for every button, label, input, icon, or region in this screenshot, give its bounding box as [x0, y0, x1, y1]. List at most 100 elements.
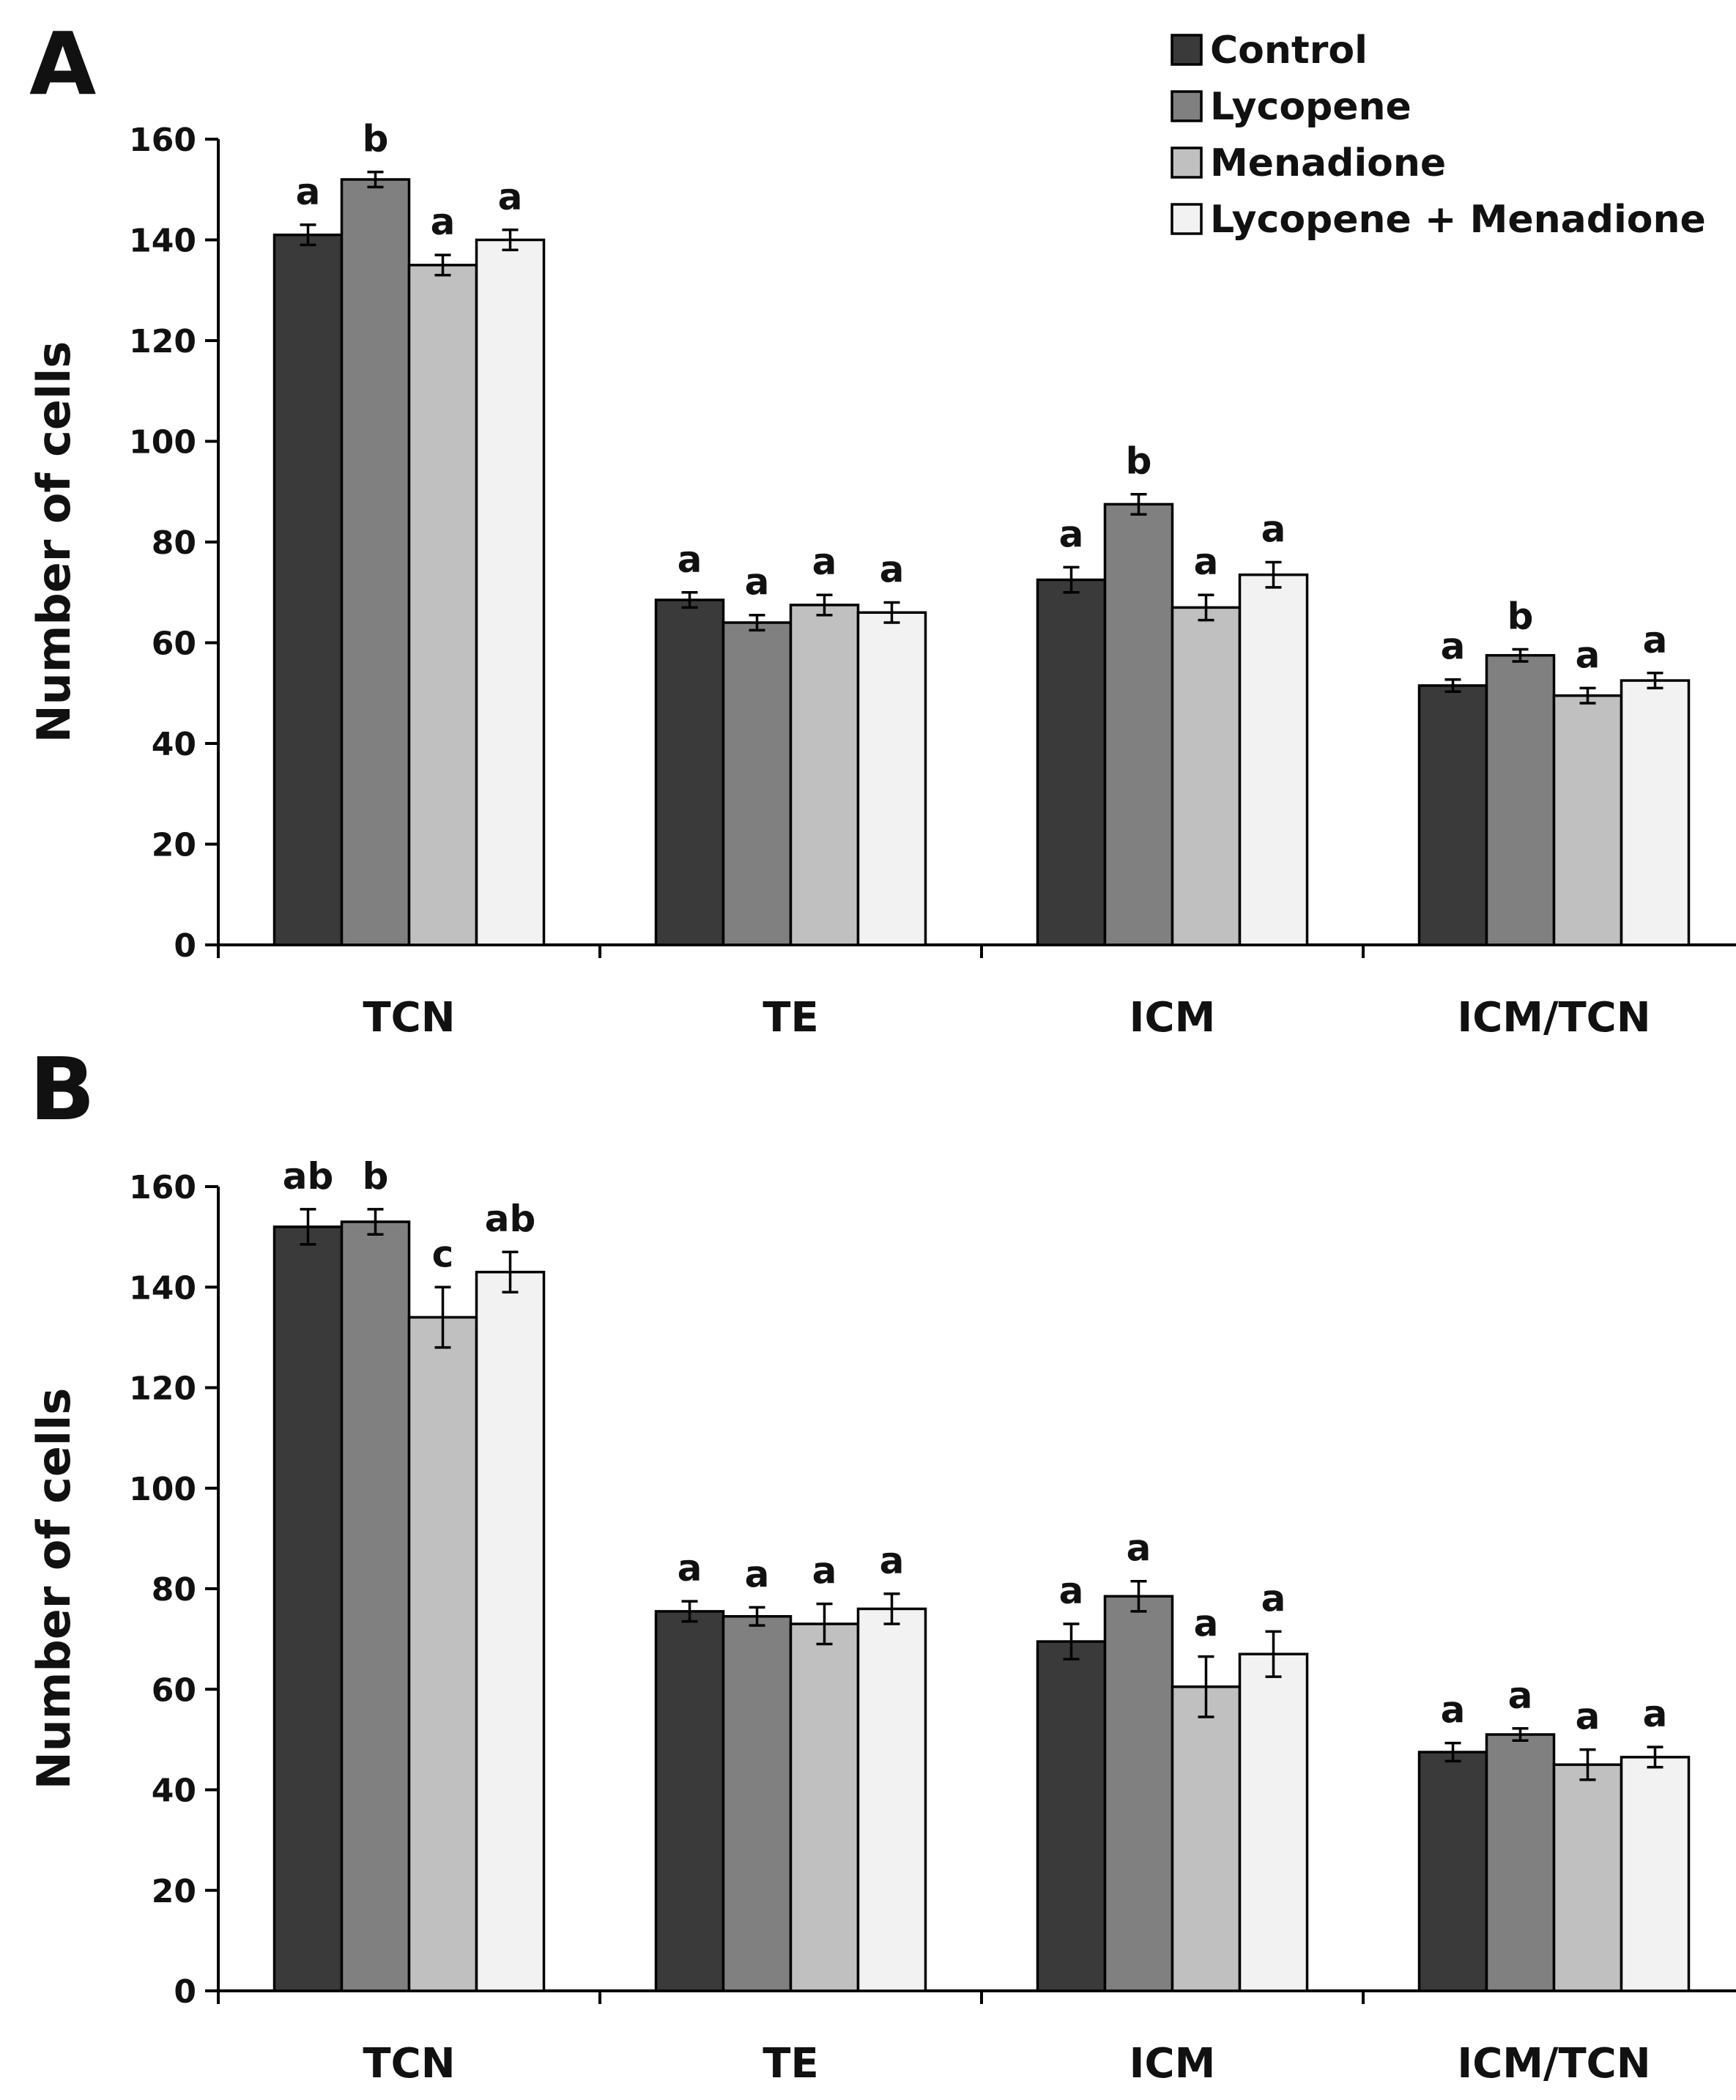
y-tick-label-b-100: 100	[129, 1471, 196, 1508]
panel-letter-b: B	[29, 1039, 95, 1140]
bar-b-tcn-menadione	[407, 1316, 478, 1992]
significance-letter-b-te-control: a	[678, 1547, 702, 1589]
bar-b-icm-tcn-menadione	[1552, 1763, 1623, 1992]
bar-b-te-lycopene	[722, 1614, 793, 1992]
significance-letter-b-tcn-lycopene: b	[363, 1155, 389, 1198]
y-tick-label-a-40: 40	[152, 726, 196, 763]
bar-a-icm-tcn-lycopene-menadione	[1620, 679, 1691, 946]
y-axis-label-a: Number of cells	[27, 341, 81, 743]
bar-b-tcn-lycopene	[340, 1220, 411, 1992]
panel-letter-a: A	[29, 13, 96, 114]
bar-a-icm-control	[1036, 578, 1107, 946]
significance-letter-a-icm-tcn-control: a	[1441, 626, 1466, 668]
legend: Control Lycopene Menadione Lycopene + Menad…	[1171, 29, 1706, 242]
significance-letter-a-icm-tcn-lycopene-menadione: a	[1643, 619, 1668, 661]
significance-letter-b-icm-tcn-control: a	[1441, 1689, 1466, 1732]
significance-letter-b-icm-tcn-lycopene: a	[1508, 1674, 1533, 1717]
significance-letter-b-icm-tcn-menadione: a	[1576, 1696, 1600, 1738]
y-tick-label-b-60: 60	[152, 1672, 196, 1709]
bar-a-te-lycopene-menadione	[856, 611, 927, 946]
significance-letter-a-icm-lycopene: b	[1126, 440, 1152, 483]
significance-letter-b-icm-menadione: a	[1194, 1603, 1219, 1645]
significance-letter-a-icm-control: a	[1059, 513, 1084, 555]
y-tick-label-b-20: 20	[152, 1873, 196, 1910]
significance-letter-b-icm-lycopene-menadione: a	[1261, 1577, 1286, 1619]
y-tick-label-b-80: 80	[152, 1571, 196, 1609]
bar-a-te-menadione	[789, 604, 860, 946]
significance-letter-a-icm-tcn-menadione: a	[1576, 634, 1600, 676]
legend-label-lycopene-menadione: Lycopene + Menadione	[1210, 198, 1706, 242]
bar-a-te-lycopene	[722, 621, 793, 946]
x-category-label-b-te: TE	[763, 2040, 818, 2088]
bar-b-tcn-control	[272, 1225, 344, 1992]
legend-label-lycopene: Lycopene	[1210, 85, 1412, 129]
bar-b-icm-control	[1036, 1640, 1107, 1992]
y-tick-label-b-140: 140	[129, 1269, 196, 1307]
legend-swatch-lycopene	[1171, 90, 1203, 122]
bar-a-tcn-menadione	[407, 264, 478, 946]
significance-letter-b-tcn-control: ab	[283, 1155, 334, 1198]
significance-letter-a-tcn-menadione: a	[431, 201, 456, 243]
significance-letter-b-te-menadione: a	[812, 1550, 837, 1592]
y-tick-label-b-40: 40	[152, 1773, 196, 1810]
legend-label-menadione: Menadione	[1210, 141, 1446, 185]
bar-b-te-menadione	[789, 1622, 860, 1992]
y-tick-label-a-120: 120	[129, 323, 196, 360]
y-tick-label-b-0: 0	[174, 1973, 196, 2011]
y-axis-label-b: Number of cells	[27, 1388, 81, 1790]
x-category-label-a-te: TE	[763, 994, 818, 1042]
bar-b-icm-tcn-lycopene	[1485, 1733, 1556, 1992]
significance-letter-b-tcn-lycopene-menadione: ab	[485, 1198, 536, 1240]
bar-a-icm-lycopene	[1103, 502, 1174, 946]
significance-letter-a-tcn-lycopene: b	[363, 118, 389, 160]
significance-letter-a-icm-menadione: a	[1194, 541, 1219, 583]
y-tick-label-a-140: 140	[129, 223, 196, 260]
significance-letter-a-te-control: a	[678, 538, 702, 581]
bar-b-te-control	[654, 1610, 725, 1992]
significance-letter-b-icm-lycopene: a	[1127, 1527, 1151, 1570]
y-tick-label-a-160: 160	[129, 122, 196, 159]
x-category-label-a-icm: ICM	[1129, 994, 1216, 1042]
significance-letter-b-icm-control: a	[1059, 1570, 1084, 1612]
bar-b-te-lycopene-menadione	[856, 1607, 927, 1992]
x-category-label-b-icm-tcn: ICM/TCN	[1457, 2040, 1650, 2088]
bar-a-icm-tcn-lycopene	[1485, 653, 1556, 946]
bar-b-tcn-lycopene-menadione	[475, 1270, 546, 1992]
significance-letter-a-tcn-control: a	[296, 171, 321, 213]
bar-b-icm-lycopene	[1103, 1595, 1174, 1992]
y-tick-label-a-80: 80	[152, 524, 196, 562]
bar-a-tcn-lycopene	[340, 178, 411, 946]
bar-b-icm-tcn-control	[1417, 1751, 1488, 1992]
legend-swatch-menadione	[1171, 146, 1203, 179]
y-tick-label-a-100: 100	[129, 424, 196, 461]
y-tick-label-b-160: 160	[129, 1169, 196, 1206]
significance-letter-a-te-menadione: a	[812, 541, 837, 583]
y-tick-label-a-0: 0	[174, 927, 196, 965]
significance-letter-a-icm-tcn-lycopene: b	[1507, 595, 1534, 637]
x-category-label-b-tcn: TCN	[363, 2040, 455, 2088]
bar-a-te-control	[654, 598, 725, 946]
significance-letter-b-tcn-menadione: c	[432, 1233, 454, 1275]
legend-swatch-lycopene-menadione	[1171, 203, 1203, 235]
bar-a-icm-tcn-menadione	[1552, 694, 1623, 946]
y-tick-label-a-60: 60	[152, 626, 196, 663]
bar-b-icm-lycopene-menadione	[1238, 1652, 1309, 1992]
bar-a-tcn-lycopene-menadione	[475, 238, 546, 946]
bar-a-tcn-control	[272, 233, 344, 946]
x-category-label-b-icm: ICM	[1129, 2040, 1216, 2088]
bar-b-icm-menadione	[1171, 1685, 1242, 1992]
significance-letter-a-te-lycopene: a	[745, 561, 770, 604]
bar-a-icm-tcn-control	[1417, 684, 1488, 946]
bar-b-icm-tcn-lycopene-menadione	[1620, 1756, 1691, 1992]
significance-letter-a-tcn-lycopene-menadione: a	[498, 176, 523, 218]
panel-b-chart: B 0 20 40 60 80 100 120 140 160 Number of cells TCN…	[27, 1039, 1736, 2088]
significance-letter-b-te-lycopene-menadione: a	[880, 1540, 905, 1582]
y-tick-label-b-120: 120	[129, 1370, 196, 1408]
significance-letter-b-te-lycopene: a	[745, 1553, 770, 1595]
significance-letter-a-te-lycopene-menadione: a	[880, 549, 905, 591]
legend-swatch-control	[1171, 34, 1203, 66]
x-category-label-a-icm-tcn: ICM/TCN	[1457, 994, 1650, 1042]
bar-a-icm-menadione	[1171, 606, 1242, 946]
panel-a-chart: A 0 20 40 60 80 100 120 140 160 Number of cells TCN…	[27, 13, 1736, 1042]
